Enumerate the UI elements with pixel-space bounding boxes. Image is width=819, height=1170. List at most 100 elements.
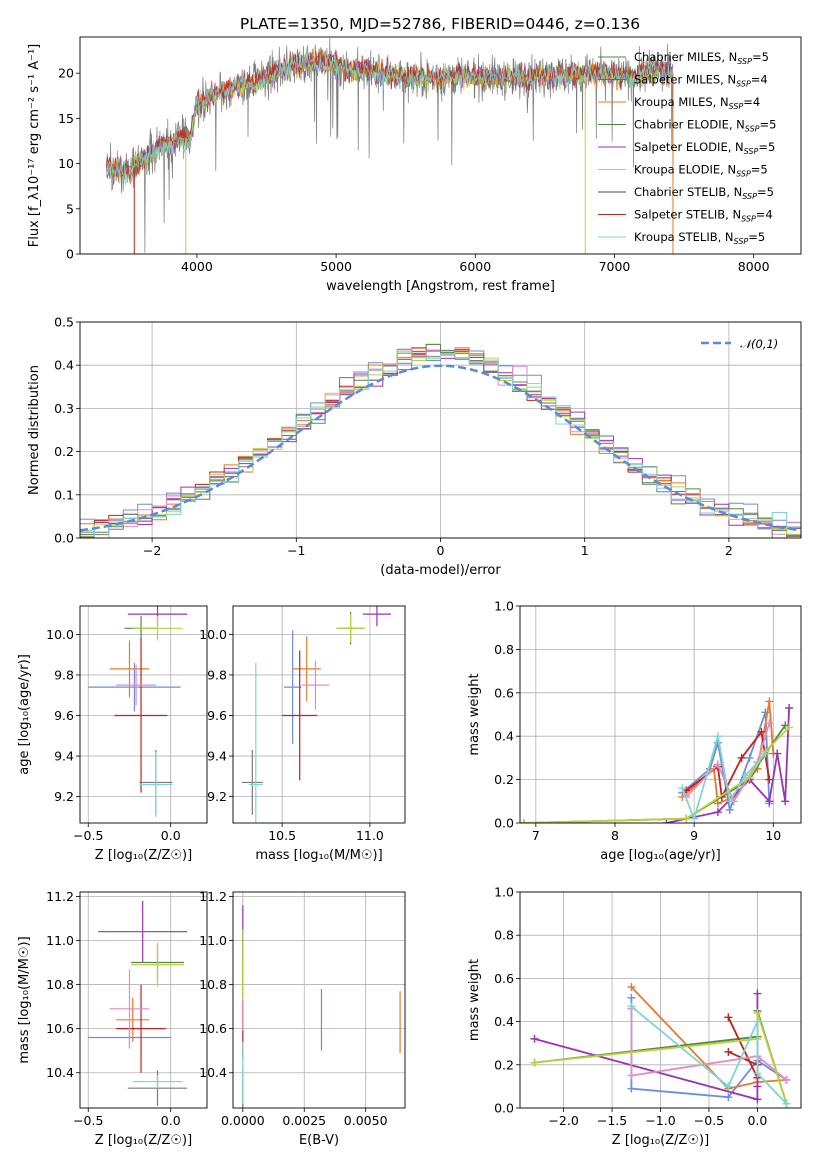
panel-age-vs-Z: −0.5 0.0 9.2 9.4 9.6 9.8 10.0 Z [log₁₀(Z/Z☉)] ag…	[17, 605, 208, 863]
y-tick-label: 0.0	[494, 816, 514, 831]
y-tick-label: 10.4	[199, 1065, 227, 1080]
y-axis-label: Flux [f_λ10⁻¹⁷ erg cm⁻² s⁻¹ A⁻¹]	[27, 44, 42, 248]
legend-label: 𝒩(0,1)	[740, 337, 778, 351]
x-tick-label: −1.5	[597, 1113, 627, 1128]
weight-point	[520, 819, 528, 823]
weight-series	[681, 735, 767, 822]
y-tick-label: 0.6	[494, 685, 514, 700]
y-tick-label: 0.3	[54, 401, 74, 416]
y-axis-label: mass weight	[467, 959, 482, 1041]
y-tick-label: 10.0	[199, 627, 227, 642]
x-axis-label: Z [log₁₀(Z/Z☉)]	[95, 848, 192, 863]
y-tick-label: 11.2	[46, 889, 74, 904]
x-tick-label: −1.0	[645, 1113, 675, 1128]
legend-label: Chabrier STELIB, NSSP=5	[634, 185, 774, 201]
x-tick-label: 1	[581, 543, 589, 558]
weight-series	[630, 1008, 788, 1081]
x-axis-label: mass [log₁₀(M/M☉)]	[255, 848, 382, 863]
y-tick-label: 15	[58, 111, 74, 126]
axes-frame	[232, 891, 406, 1109]
x-tick-label: 0.0	[747, 1113, 767, 1128]
y-tick-label: 11.0	[46, 933, 74, 948]
weight-point	[662, 819, 671, 823]
plot-area	[241, 606, 391, 823]
y-axis-label: age [log₁₀(age/yr)]	[17, 654, 32, 775]
y-tick-label: 10.0	[46, 627, 74, 642]
y-tick-label: 0	[66, 247, 74, 262]
weight-point	[753, 989, 762, 998]
x-axis-label: (data-model)/error	[380, 563, 501, 578]
weight-point	[682, 814, 691, 823]
y-tick-label: 20	[58, 66, 74, 81]
y-tick-label: 1.0	[494, 885, 514, 900]
x-tick-label: 0.0050	[344, 1113, 388, 1128]
x-tick-label: 0.0000	[221, 1113, 265, 1128]
legend-label: Kroupa ELODIE, NSSP=5	[634, 163, 768, 179]
weight-series	[630, 986, 787, 1090]
axes-frame	[519, 605, 802, 824]
panel-residuals: −2 −1 0 1 2 0.0 0.1 0.2 0.3 0.4 0.5 (data-model)/er…	[27, 315, 802, 578]
x-tick-label: 8000	[738, 259, 770, 274]
weight-point	[724, 1013, 733, 1022]
y-tick-label: 9.8	[54, 667, 74, 682]
figure-title: PLATE=1350, MJD=52786, FIBERID=0446, z=0…	[240, 15, 640, 33]
weight-point	[724, 1082, 733, 1091]
weight-series	[727, 1016, 759, 1079]
panel-age-vs-mass: 10.5 11.0 9.2 9.4 9.6 9.8 10.0 mass [log₁₀(M/M☉…	[199, 605, 406, 863]
x-tick-label: 0.0025	[282, 1113, 326, 1128]
y-tick-label: 0.0	[494, 1101, 514, 1116]
y-tick-label: 10.4	[46, 1065, 74, 1080]
axes-frame	[79, 891, 208, 1109]
y-tick-label: 0.4	[494, 1014, 514, 1029]
plot-area	[88, 900, 188, 1106]
y-tick-label: 10.6	[199, 1021, 227, 1036]
weight-point	[713, 808, 722, 817]
plot-area	[530, 983, 791, 1108]
y-tick-label: 0.1	[54, 487, 74, 502]
x-tick-label: −1	[287, 543, 305, 558]
y-tick-label: 0.2	[494, 772, 514, 787]
plot-area	[88, 606, 188, 817]
weight-point	[530, 1034, 539, 1043]
y-tick-label: 1.0	[494, 599, 514, 614]
panel-mass-vs-EBV: 0.0000 0.0025 0.0050 10.4 10.6 10.8 11.0 11.2 E(…	[199, 889, 406, 1148]
weight-point	[678, 784, 687, 793]
weight-point	[757, 727, 766, 736]
weight-point	[753, 1069, 762, 1078]
plot-area	[242, 905, 401, 1108]
axes-frame	[79, 36, 802, 255]
weight-point	[690, 814, 699, 823]
weight-point	[782, 1099, 791, 1108]
y-tick-label: 11.2	[199, 889, 227, 904]
x-axis-label: E(B-V)	[299, 1133, 339, 1148]
y-tick-label: 9.6	[207, 708, 227, 723]
y-tick-label: 10.8	[46, 977, 74, 992]
weight-point	[761, 749, 770, 758]
y-tick-label: 0.4	[494, 729, 514, 744]
x-tick-label: 8	[611, 828, 619, 843]
y-tick-label: 5	[66, 201, 74, 216]
axes-frame	[79, 321, 802, 539]
legend-label: Chabrier ELODIE, NSSP=5	[634, 118, 776, 134]
gaussian-reference	[80, 364, 801, 532]
weight-point	[765, 697, 774, 706]
x-tick-label: −2	[143, 543, 161, 558]
weight-point	[737, 753, 746, 762]
y-tick-label: 9.4	[54, 749, 74, 764]
y-tick-label: 11.0	[199, 933, 227, 948]
weight-point	[765, 719, 774, 728]
y-tick-label: 0.8	[494, 928, 514, 943]
y-tick-label: 0.5	[54, 315, 74, 330]
weight-point	[713, 732, 722, 741]
x-axis-label: age [log₁₀(age/yr)]	[600, 848, 721, 863]
x-tick-label: 7	[532, 828, 540, 843]
x-tick-label: −0.5	[73, 828, 103, 843]
y-tick-label: 10.8	[199, 977, 227, 992]
weight-point	[724, 1047, 733, 1056]
legend-label: Salpeter MILES, NSSP=4	[634, 73, 768, 89]
x-tick-label: 10.5	[268, 828, 296, 843]
weight-point	[785, 723, 794, 732]
weight-point	[782, 1075, 791, 1084]
x-tick-label: 0.0	[161, 828, 181, 843]
x-tick-label: 0.0	[161, 1113, 181, 1128]
